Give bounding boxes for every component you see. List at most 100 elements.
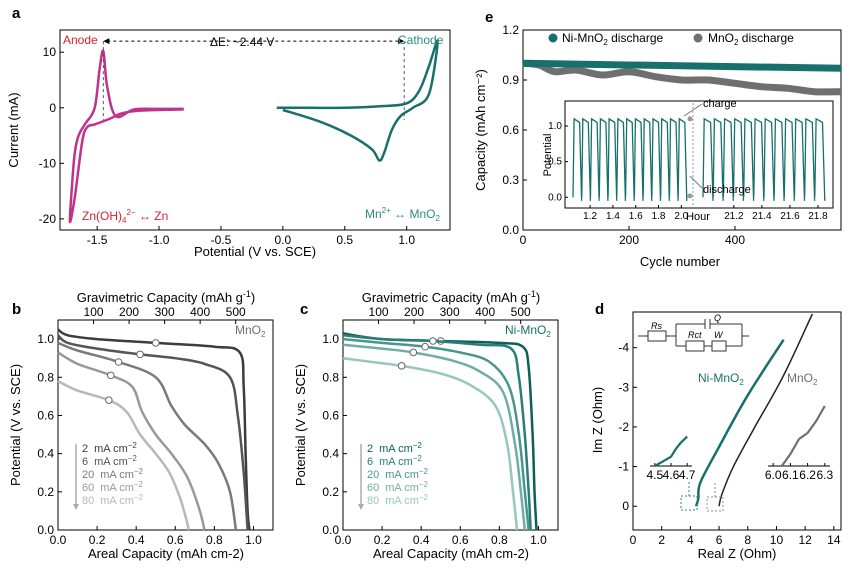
half-capacity-marker-20 <box>421 342 429 351</box>
panel-pb-ytick-label: 0.8 <box>37 370 54 384</box>
legend-entry-2: 2 mA cm−2 <box>367 441 422 455</box>
panel-pb-top-tick-label: 500 <box>226 305 246 319</box>
panel-pb-xtick-label: 0.8 <box>206 533 223 547</box>
legend-unit-sup: −2 <box>419 480 429 489</box>
legend-unit-sup: −2 <box>419 467 429 476</box>
mn-reaction-label: Mn2+ ↔ MnO2 <box>365 206 440 223</box>
panel-pb-ytick-label: 0.0 <box>37 523 54 537</box>
panel-b-material-label: MnO2 <box>235 323 266 339</box>
panel-pc-xtick-label: 0.2 <box>374 533 391 547</box>
panel-d-ytick-label: -2 <box>618 420 629 434</box>
discharge-curve-60-mA <box>342 343 527 531</box>
panel-b-xlabel: Areal Capacity (mAh cm-2) <box>88 546 244 561</box>
anode-cv-curve <box>68 49 184 224</box>
inset-ytick-label: 0.0 <box>548 192 562 203</box>
half-capacity-marker-60 <box>409 348 418 357</box>
panel-d-xtick-label: 10 <box>770 533 784 547</box>
legend-unit: mA cm <box>385 482 419 494</box>
panel-e-label: e <box>485 9 493 26</box>
discharge-curve-20-mA <box>57 341 238 531</box>
discharge-curve-60-mA <box>57 351 206 531</box>
panel-b-top-xlabel: Gravimetric Capacity (mAh g-1) <box>77 289 256 305</box>
panel-e-ytick-label: 0.6 <box>502 123 519 137</box>
panel-b-label: b <box>12 301 21 318</box>
ni-mno2-discharge-series <box>522 59 842 72</box>
legend-unit-sup: −2 <box>419 493 429 502</box>
half-capacity-marker-2 <box>151 339 160 347</box>
panel-pb-ytick-label: 0.2 <box>37 485 54 499</box>
panel-d-xtick-label: 4 <box>687 533 694 547</box>
panel-pc-ytick-label: 0.8 <box>322 370 339 384</box>
panel-pb-ytick-label: 0.6 <box>37 408 54 422</box>
inset-ylabel: Potential <box>542 134 554 177</box>
panel-pc-top-tick-label: 500 <box>511 305 531 319</box>
legend-entry-60: 60 mA cm−2 <box>367 480 429 494</box>
legend-entry-20: 20 mA cm−2 <box>82 467 144 481</box>
ni-mno2-nyquist-curve <box>694 339 785 507</box>
panel-a-frame <box>59 29 451 231</box>
panel-pb-top-tick-label: 200 <box>119 305 139 319</box>
legend-unit-sup: −2 <box>134 467 144 476</box>
legend-arrow-head <box>358 504 364 510</box>
panel-e-ytick-label: 1.2 <box>502 23 519 37</box>
legend-mno2-marker <box>693 33 703 43</box>
panel-e-xlabel: Cycle number <box>640 254 721 269</box>
panel-a-ytick-label: 0 <box>49 101 56 115</box>
panel-d-xlabel: Real Z (Ohm) <box>698 546 777 561</box>
panel-pc-top-tick-label: 400 <box>475 305 495 319</box>
panel-c-top-xlabel: Gravimetric Capacity (mAh g-1) <box>362 289 541 305</box>
inset-ni-mno2-zoom-tick-label: 4.5 <box>647 468 664 482</box>
legend-entry-80: 80 mA cm−2 <box>82 493 144 507</box>
panel-d-xtick-label: 0 <box>630 533 637 547</box>
panel-a-xlabel: Potential (V vs. SCE) <box>194 244 316 259</box>
panel-d-ytick-label: -4 <box>618 341 629 355</box>
inset-ytick-label: 1.0 <box>548 121 562 132</box>
legend-value: 80 <box>82 495 94 507</box>
delta-arrow-left-head <box>103 38 110 45</box>
panel-c-label: c <box>300 301 308 318</box>
panel-a-ytick-label: 10 <box>43 45 57 59</box>
discharge-curve-80-mA <box>57 379 191 531</box>
legend-value: 80 <box>367 495 379 507</box>
panel-pc-xtick-label: 0.6 <box>452 533 469 547</box>
circuit-w: W <box>714 330 724 340</box>
cathode-cv-curve <box>276 39 439 162</box>
panel-d-label: d <box>595 301 604 318</box>
legend-mno2-text: MnO2 discharge <box>708 31 794 47</box>
inset-mno2-zoom-curve <box>780 405 826 467</box>
panel-a-xtick-label: 0.5 <box>336 233 353 247</box>
legend-ni-mno2-text: Ni-MnO2 discharge <box>562 31 663 47</box>
panel-pc-xtick-label: 0.0 <box>335 533 352 547</box>
panel-b-discharge-plot: 0.0 0.2 0.4 0.6 0.8 1.0 0.0 0.2 0.4 0.6 0.8 1.0 100 2… <box>8 289 274 561</box>
inset-discharge-label: discharge <box>703 184 751 196</box>
panel-a-ytick-label: -10 <box>39 156 57 170</box>
legend-entry-60: 60 mA cm−2 <box>82 480 144 494</box>
panel-pc-xtick-label: 1.0 <box>530 533 547 547</box>
inset-voltage-trace-late <box>702 117 826 201</box>
panel-pb-xtick-label: 0.2 <box>89 533 106 547</box>
inset-voltage-trace-early <box>572 117 688 201</box>
legend-unit-sup: −2 <box>413 454 423 463</box>
legend-value: 60 <box>82 482 94 494</box>
half-capacity-marker-20 <box>114 358 123 366</box>
panel-c-material-label: Ni-MnO2 <box>505 323 551 339</box>
equivalent-circuit <box>638 319 749 352</box>
inset-xtick-label: 21.8 <box>808 211 828 222</box>
inset-xtick-label: 21.2 <box>724 211 744 222</box>
inset-mno2-zoom-tick-label: 6.0 <box>765 468 782 482</box>
panel-d-ylabel: Im Z (Ohm) <box>590 387 605 453</box>
half-capacity-marker-60 <box>106 371 115 380</box>
delta-e-label: ΔE: ~2.44 V <box>210 35 274 49</box>
cathode-label: Cathode <box>398 33 444 47</box>
panel-pc-ytick-label: 0.2 <box>322 485 339 499</box>
legend-unit: mA cm <box>100 495 134 507</box>
inset-xtick-label: 1.8 <box>652 211 666 222</box>
legend-unit: mA cm <box>100 469 134 481</box>
inset-xtick-label: 2.0 <box>674 211 688 222</box>
panel-pc-ytick-label: 1.0 <box>322 332 339 346</box>
legend-value: 20 <box>82 469 94 481</box>
panel-c-discharge-plot: 0.0 0.2 0.4 0.6 0.8 1.0 0.0 0.2 0.4 0.6 0.8 1.0 100 2… <box>293 289 559 561</box>
panel-d-ytick-label: -3 <box>618 380 629 394</box>
panel-d-xtick-label: 12 <box>798 533 812 547</box>
